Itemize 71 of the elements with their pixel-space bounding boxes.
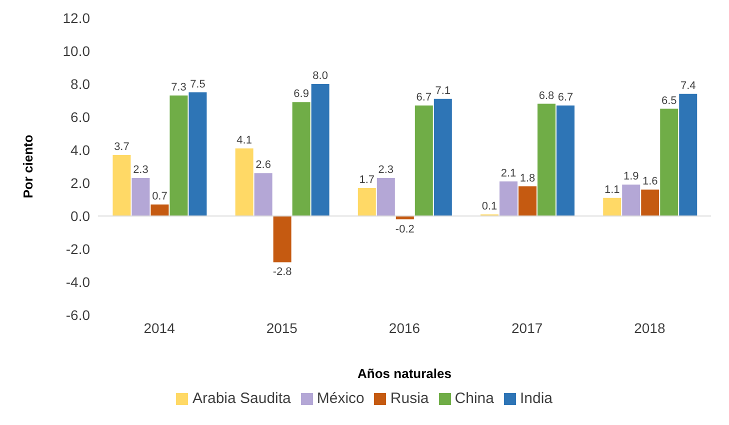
data-label: 7.4 bbox=[680, 80, 696, 92]
x-tick-label: 2016 bbox=[388, 320, 420, 336]
y-tick-label: -6.0 bbox=[66, 306, 90, 323]
bar bbox=[679, 94, 698, 216]
bar bbox=[396, 216, 414, 220]
bar bbox=[660, 108, 678, 216]
legend-label: Rusia bbox=[390, 390, 429, 407]
bar bbox=[622, 184, 640, 216]
bar bbox=[556, 105, 575, 216]
data-label: 6.7 bbox=[416, 91, 432, 104]
y-tick-label: -4.0 bbox=[66, 274, 90, 290]
bar bbox=[358, 188, 376, 216]
bar bbox=[311, 84, 330, 216]
bar bbox=[112, 154, 131, 216]
data-label: 7.3 bbox=[171, 82, 186, 94]
bar bbox=[188, 92, 207, 216]
x-tick-label: 2017 bbox=[512, 320, 543, 336]
data-label: 1.7 bbox=[359, 174, 375, 186]
y-tick-label: 2.0 bbox=[70, 174, 90, 191]
y-axis-title: Por ciento bbox=[20, 134, 36, 198]
bar bbox=[538, 104, 556, 216]
bar bbox=[170, 96, 188, 216]
bar bbox=[500, 181, 518, 216]
data-label: 8.0 bbox=[312, 70, 328, 82]
data-label: 3.7 bbox=[114, 140, 130, 153]
data-label: 6.7 bbox=[558, 91, 574, 104]
y-tick-label: 10.0 bbox=[62, 42, 90, 59]
legend-label: China bbox=[454, 390, 494, 407]
y-tick-label: 0.0 bbox=[70, 208, 90, 224]
data-label: 2.6 bbox=[256, 159, 271, 172]
bar bbox=[235, 148, 254, 216]
data-label: 2.3 bbox=[133, 164, 148, 176]
bar bbox=[414, 105, 433, 216]
bar bbox=[434, 98, 452, 216]
bar bbox=[132, 178, 150, 216]
data-label: 1.1 bbox=[604, 184, 620, 196]
y-tick-label: 8.0 bbox=[70, 76, 90, 92]
data-label: 0.1 bbox=[482, 200, 498, 212]
data-label: 2.3 bbox=[378, 164, 394, 176]
data-label: 6.8 bbox=[538, 90, 554, 102]
bar bbox=[518, 186, 537, 216]
data-label: 6.9 bbox=[294, 88, 309, 100]
data-label: 0.7 bbox=[152, 190, 168, 202]
data-label: 2.1 bbox=[500, 167, 516, 180]
data-label: 4.1 bbox=[236, 134, 252, 146]
data-label: 1.8 bbox=[520, 172, 536, 184]
x-tick-label: 2015 bbox=[266, 320, 298, 336]
y-tick-label: -2.0 bbox=[66, 240, 90, 257]
x-axis-title: Años naturales bbox=[358, 366, 452, 381]
bar bbox=[376, 178, 395, 216]
data-label: 7.1 bbox=[435, 84, 451, 97]
data-label: 7.5 bbox=[190, 78, 206, 90]
data-label: -2.8 bbox=[272, 266, 292, 278]
bar bbox=[254, 173, 272, 216]
legend-label: India bbox=[520, 390, 552, 407]
bar bbox=[292, 102, 310, 216]
y-tick-label: 4.0 bbox=[70, 142, 90, 158]
data-label: 6.5 bbox=[661, 94, 677, 107]
x-tick-label: 2018 bbox=[634, 320, 666, 336]
bar bbox=[641, 190, 660, 216]
bar bbox=[150, 204, 169, 216]
bar bbox=[603, 198, 622, 216]
data-label: 1.6 bbox=[642, 176, 658, 188]
data-label: 1.9 bbox=[623, 170, 639, 183]
data-label: -0.2 bbox=[395, 223, 414, 236]
legend-label: Arabia Saudita bbox=[192, 390, 291, 407]
y-tick-label: 6.0 bbox=[70, 108, 90, 125]
x-tick-label: 2014 bbox=[144, 320, 176, 336]
bar bbox=[273, 216, 292, 262]
legend-label: México bbox=[316, 390, 364, 407]
y-tick-label: 12.0 bbox=[62, 10, 90, 26]
